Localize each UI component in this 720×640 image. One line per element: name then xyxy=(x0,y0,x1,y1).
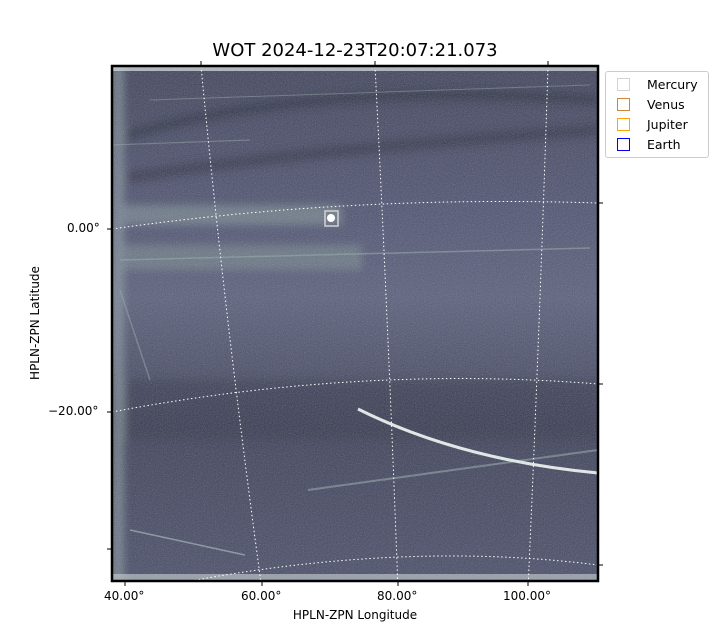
x-axis-label: HPLN-ZPN Longitude xyxy=(292,608,418,622)
coordinate-grid xyxy=(112,66,598,581)
ticks xyxy=(107,61,603,586)
legend-label: Venus xyxy=(647,96,685,112)
legend-label: Mercury xyxy=(647,76,698,92)
legend-swatch xyxy=(617,137,630,151)
y-tick-label: 0.00° xyxy=(67,221,100,235)
legend-swatch xyxy=(617,77,630,91)
legend-swatch xyxy=(617,117,630,131)
x-tick-label: 40.00° xyxy=(104,589,145,603)
y-axis-label: HPLN-ZPN Latitude xyxy=(28,266,42,380)
x-tick-label: 100.00° xyxy=(503,589,551,603)
y-tick-label: −20.00° xyxy=(48,404,99,418)
legend-swatch xyxy=(617,97,630,111)
image-layer xyxy=(112,66,598,581)
legend-label: Jupiter xyxy=(647,116,688,132)
x-tick-label: 80.00° xyxy=(377,589,418,603)
legend-item-earth: Earth xyxy=(617,135,681,153)
legend-item-mercury: Mercury xyxy=(617,75,698,93)
axes-frame xyxy=(110,64,600,583)
legend-item-venus: Venus xyxy=(617,95,685,113)
legend-label: Earth xyxy=(647,136,681,152)
chart-title: WOT 2024-12-23T20:07:21.073 xyxy=(212,40,498,61)
legend: Mercury Venus Jupiter Earth xyxy=(605,71,709,158)
bright-source xyxy=(327,214,335,222)
x-tick-label: 60.00° xyxy=(241,589,282,603)
mercury-marker xyxy=(324,210,339,227)
legend-item-jupiter: Jupiter xyxy=(617,115,688,133)
